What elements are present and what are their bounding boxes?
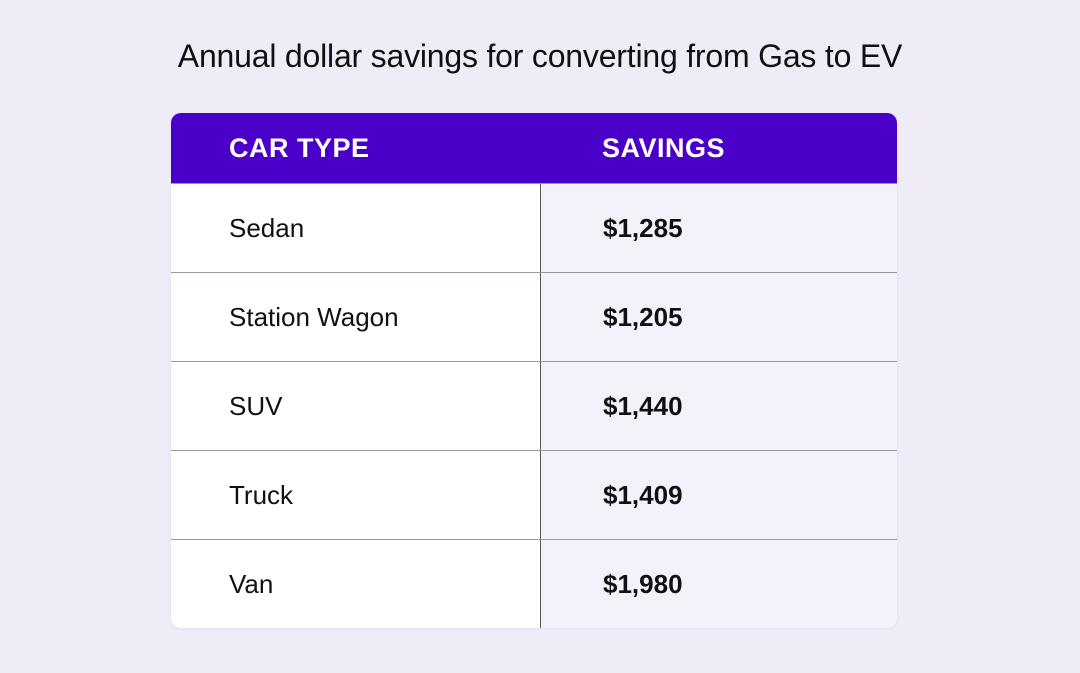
savings-cell: $1,440 <box>540 362 897 450</box>
savings-cell: $1,980 <box>540 540 897 628</box>
car-type-cell: Truck <box>171 451 540 539</box>
table-row: Truck $1,409 <box>171 450 897 539</box>
table-row: Station Wagon $1,205 <box>171 272 897 361</box>
table-row: Sedan $1,285 <box>171 183 897 272</box>
savings-cell: $1,409 <box>540 451 897 539</box>
title: Annual dollar savings for converting fro… <box>177 38 903 74</box>
header-row: CAR TYPE SAVINGS <box>171 113 897 183</box>
table-row: Van $1,980 <box>171 539 897 628</box>
savings-cell: $1,205 <box>540 273 897 361</box>
car-type-cell: Station Wagon <box>171 273 540 361</box>
header-cell: CAR TYPE <box>229 132 370 163</box>
table-row: SUV $1,440 <box>171 361 897 450</box>
car-type-cell: SUV <box>171 362 540 450</box>
car-type-cell: Sedan <box>171 184 540 272</box>
savings-cell: $1,285 <box>540 184 897 272</box>
savings-table: CAR TYPE SAVINGS Sedan $1,285 Station Wago… <box>171 113 897 628</box>
header-cell: SAVINGS <box>602 132 726 163</box>
car-type-cell: Van <box>171 540 540 628</box>
